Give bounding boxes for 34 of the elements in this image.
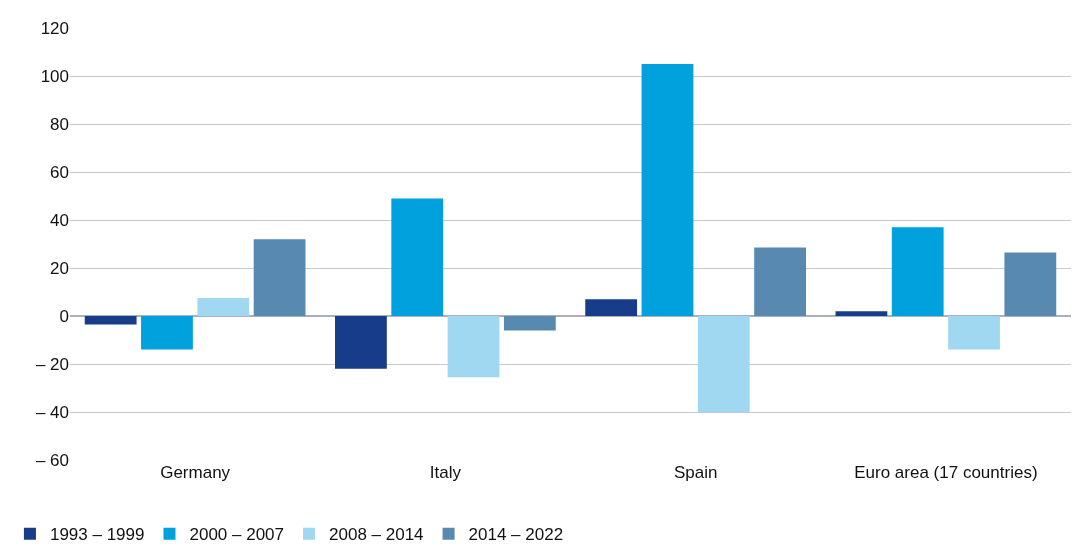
bar [948, 316, 1000, 350]
y-tick-label: 20 [50, 258, 69, 278]
x-tick-label: Italy [429, 463, 462, 482]
bar [1004, 252, 1057, 316]
bar [141, 316, 193, 350]
y-tick-label: 60 [50, 162, 69, 182]
bar [585, 299, 638, 316]
bar [197, 298, 250, 316]
bar [697, 316, 750, 412]
legend-label: 1993 – 1999 [49, 525, 145, 545]
y-tick-label: 100 [40, 66, 69, 86]
y-tick-label: 40 [50, 210, 69, 230]
y-tick-label: – 60 [35, 450, 69, 470]
bar [447, 316, 500, 378]
bar [335, 316, 387, 369]
y-tick-label: 0 [59, 306, 69, 326]
bar [253, 239, 306, 316]
y-tick-label: – 40 [35, 402, 69, 422]
bar [891, 227, 944, 316]
y-tick-label: – 20 [35, 354, 69, 374]
x-tick-label: Spain [673, 463, 718, 482]
legend-label: 2008 – 2014 [329, 525, 424, 545]
bar [641, 64, 694, 316]
bar [754, 247, 806, 316]
x-tick-label: Euro area (17 countries) [854, 463, 1038, 482]
x-tick-label: Germany [160, 463, 231, 482]
y-tick-label: 80 [50, 114, 69, 134]
bar [503, 316, 556, 331]
legend-label: 2000 – 2007 [189, 525, 285, 545]
legend-label: 2014 – 2022 [468, 525, 564, 545]
y-tick-label: 120 [40, 18, 69, 38]
bar [835, 311, 888, 316]
bar [391, 198, 444, 316]
bar [84, 316, 137, 325]
